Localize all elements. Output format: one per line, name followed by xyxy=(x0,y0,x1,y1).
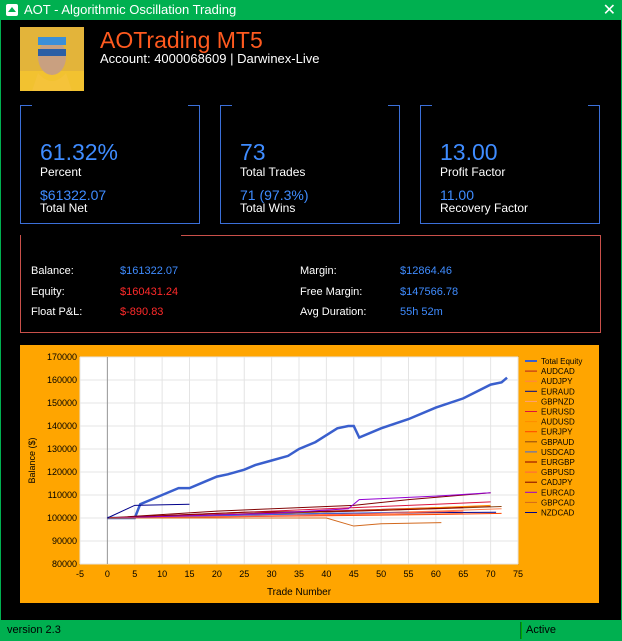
y-tick-label: 90000 xyxy=(52,536,77,546)
x-tick-label: 40 xyxy=(321,569,331,579)
recovery-factor-label: Recovery Factor xyxy=(440,201,529,215)
total-net-value: $61322.07 xyxy=(40,187,107,203)
legend-entry: USDCAD xyxy=(541,448,575,457)
profit-factor-value: 13.00 xyxy=(440,139,498,165)
y-tick-label: 110000 xyxy=(48,490,77,500)
legend-entry: EURJPY xyxy=(541,428,573,437)
account-info: Account: 4000068609 | Darwinex-Live xyxy=(100,51,320,66)
equity-label: Equity: xyxy=(31,286,65,298)
series-line-total-equity xyxy=(107,376,508,520)
float-pl-label: Float P&L: xyxy=(31,306,83,318)
version-label: version 2.3 xyxy=(7,624,61,636)
total-trades-label: Total Trades xyxy=(240,165,306,179)
percent-card: 61.32% Percent $61322.07 Total Net xyxy=(20,105,200,224)
total-trades-value: 73 xyxy=(240,139,266,165)
margin-label: Margin: xyxy=(300,265,337,277)
y-tick-label: 170000 xyxy=(47,352,77,362)
x-tick-label: 0 xyxy=(105,569,110,579)
x-tick-label: 55 xyxy=(403,569,413,579)
series-line-gbpcad xyxy=(107,517,442,527)
x-tick-label: 20 xyxy=(212,569,222,579)
total-net-label: Total Net xyxy=(40,201,88,215)
x-tick-label: 30 xyxy=(267,569,277,579)
total-wins-label: Total Wins xyxy=(240,201,296,215)
series-line-gbpusd xyxy=(107,510,464,519)
x-tick-label: 70 xyxy=(486,569,496,579)
account-stats-panel: Balance: $161322.07 Equity: $160431.24 F… xyxy=(20,235,601,333)
y-tick-label: 140000 xyxy=(47,421,77,431)
y-tick-label: 80000 xyxy=(52,559,77,569)
recovery-factor-value: 11.00 xyxy=(440,187,474,203)
x-tick-label: 35 xyxy=(294,569,304,579)
brand-title: AOTrading MT5 xyxy=(100,27,263,53)
avatar xyxy=(20,27,84,91)
legend-entry: CADJPY xyxy=(541,478,573,487)
y-tick-label: 100000 xyxy=(47,513,77,523)
free-margin-label: Free Margin: xyxy=(300,286,363,298)
total-wins-value: 71 (97.3%) xyxy=(240,187,309,203)
series-line-cadjpy xyxy=(107,492,491,519)
balance-label: Balance: xyxy=(31,265,74,277)
x-tick-label: 15 xyxy=(184,569,194,579)
x-tick-label: 60 xyxy=(431,569,441,579)
y-axis-label: Balance ($) xyxy=(27,437,37,483)
title-bar: AOT - Algorithmic Oscillation Trading ✕ xyxy=(0,0,622,20)
percent-label: Percent xyxy=(40,165,82,179)
trades-card: 73 Total Trades 71 (97.3%) Total Wins xyxy=(220,105,400,224)
status-label: Active xyxy=(526,624,556,636)
series-line-nzdcad xyxy=(107,503,190,519)
free-margin-value: $147566.78 xyxy=(400,286,459,298)
y-tick-label: 160000 xyxy=(47,375,77,385)
y-tick-label: 150000 xyxy=(47,398,77,408)
avg-duration-label: Avg Duration: xyxy=(300,306,367,318)
legend-entry: EURCAD xyxy=(541,488,575,497)
x-tick-label: -5 xyxy=(76,569,84,579)
margin-value: $12864.46 xyxy=(400,265,452,277)
x-tick-label: 25 xyxy=(239,569,249,579)
x-tick-label: 5 xyxy=(132,569,137,579)
y-tick-label: 120000 xyxy=(47,467,77,477)
status-bar: version 2.3 Active xyxy=(0,620,622,641)
percent-value: 61.32% xyxy=(40,139,119,165)
legend-entry: EURAUD xyxy=(541,387,575,396)
x-tick-label: 10 xyxy=(157,569,167,579)
legend-entry: GBPNZD xyxy=(541,397,575,406)
legend-entry: EURUSD xyxy=(541,408,575,417)
x-tick-label: 65 xyxy=(458,569,468,579)
y-tick-label: 130000 xyxy=(47,444,77,454)
legend-entry: GBPCAD xyxy=(541,498,575,507)
factor-card: 13.00 Profit Factor 11.00 Recovery Facto… xyxy=(420,105,600,224)
x-tick-label: 75 xyxy=(513,569,523,579)
x-axis-label: Trade Number xyxy=(267,587,332,598)
legend-entry: EURGBP xyxy=(541,458,575,467)
legend-entry: NZDCAD xyxy=(541,509,575,518)
close-icon[interactable]: ✕ xyxy=(602,2,616,19)
equity-chart-panel: -5 0 5 10 15 20 25 30 35 40 45 50 55 60 65 70 75 80000 900… xyxy=(20,345,599,603)
x-tick-label: 50 xyxy=(376,569,386,579)
profit-factor-label: Profit Factor xyxy=(440,165,506,179)
legend-entry: AUDCAD xyxy=(541,367,575,376)
legend-entry: GBPAUD xyxy=(541,438,574,447)
equity-value: $160431.24 xyxy=(120,286,179,298)
x-tick-label: 45 xyxy=(349,569,359,579)
legend-entry: Total Equity xyxy=(541,357,582,366)
legend-entry: AUDJPY xyxy=(541,377,573,386)
float-pl-value: $-890.83 xyxy=(120,306,164,318)
equity-chart: -5 0 5 10 15 20 25 30 35 40 45 50 55 60 65 70 75 80000 900… xyxy=(27,352,582,598)
legend-entry: GBPUSD xyxy=(541,468,575,477)
balance-value: $161322.07 xyxy=(120,265,179,277)
window-title: AOT - Algorithmic Oscillation Trading xyxy=(24,2,237,17)
avg-duration-value: 55h 52m xyxy=(400,306,443,318)
legend-entry: AUDUSD xyxy=(541,418,575,427)
series-line-eurcad xyxy=(107,492,491,519)
app-icon xyxy=(6,4,18,16)
